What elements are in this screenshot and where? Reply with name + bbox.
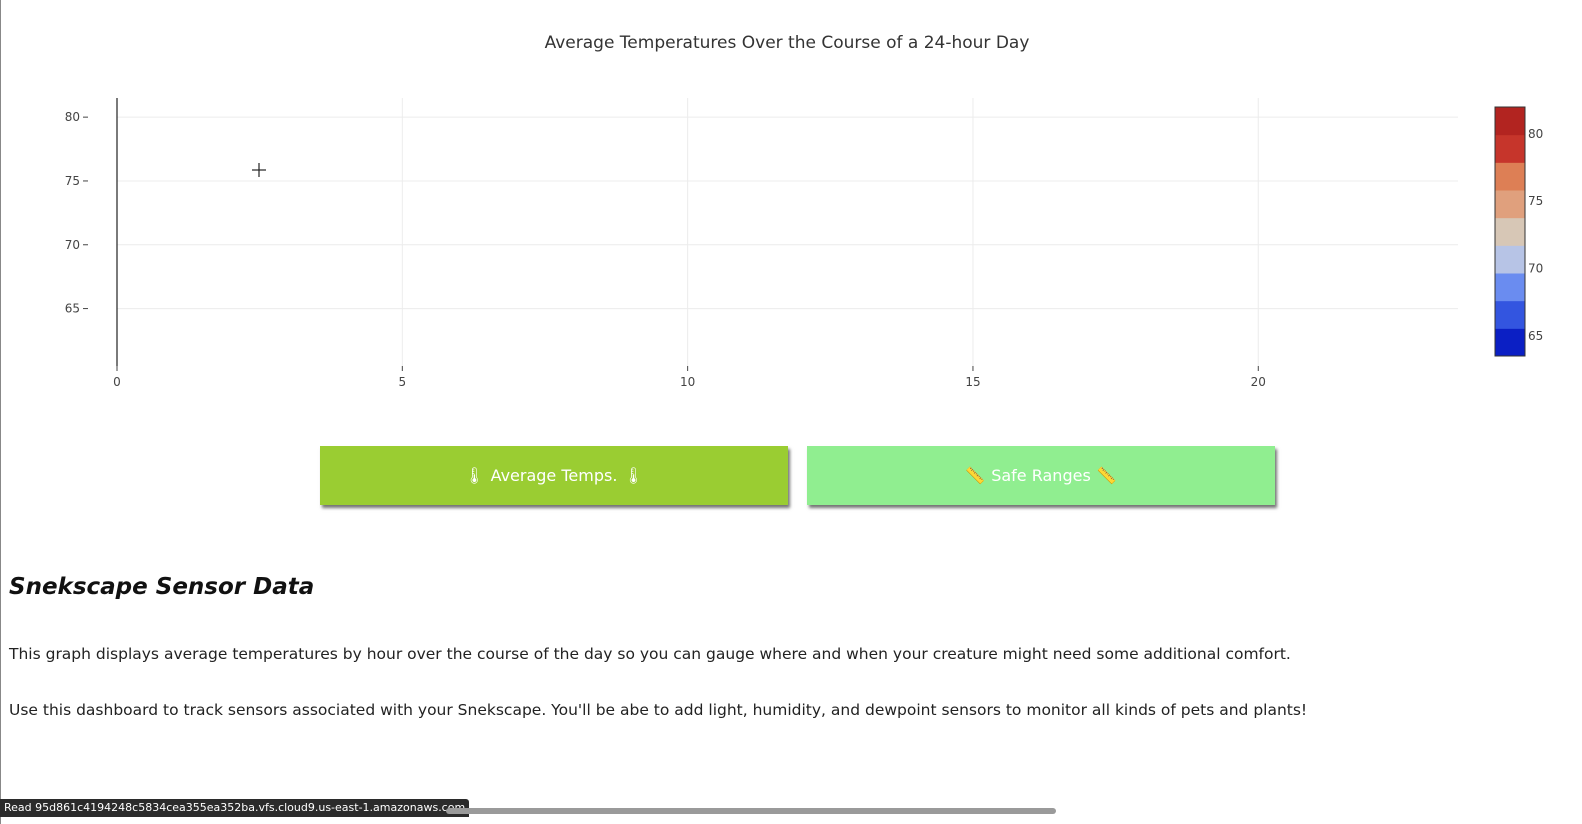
colorbar-segment (1495, 328, 1525, 357)
y-tick-label: 75 (65, 174, 80, 188)
y-tick-label: 70 (65, 238, 80, 252)
x-tick-label: 20 (1251, 375, 1266, 389)
colorbar-segment (1495, 217, 1525, 246)
average-temps-button[interactable]: 🌡 Average Temps. 🌡 (320, 446, 788, 505)
colorbar-tick-label: 65 (1528, 329, 1543, 343)
horizontal-scrollbar[interactable] (446, 808, 1056, 814)
temperature-chart[interactable]: Average Temperatures Over the Course of … (0, 0, 1582, 420)
colorbar-segment (1495, 190, 1525, 219)
safe-ranges-label: Safe Ranges (991, 466, 1091, 485)
colorbar-segment (1495, 107, 1525, 136)
ruler-icon: 📏 (1096, 466, 1117, 485)
chart-colorbar: 65 70 75 80 (1494, 106, 1543, 357)
colorbar-border (1494, 106, 1526, 357)
colorbar-tick-label: 80 (1528, 127, 1543, 141)
x-tick-label: 10 (680, 375, 695, 389)
colorbar-segment (1495, 162, 1525, 191)
colorbar-segment (1495, 245, 1525, 274)
thermometer-icon: 🌡 (623, 466, 644, 485)
colorbar-tick-label: 75 (1528, 194, 1543, 208)
y-tick-label: 65 (65, 302, 80, 316)
crosshair-cursor-icon (252, 163, 266, 177)
x-tick-label: 5 (398, 375, 406, 389)
ruler-icon: 📏 (965, 466, 986, 485)
thermometer-icon: 🌡 (464, 466, 485, 485)
status-bar: Read 95d861c4194248c5834cea355ea352ba.vf… (0, 799, 470, 817)
description-paragraph: This graph displays average temperatures… (9, 645, 1291, 663)
colorbar-segment (1495, 300, 1525, 329)
x-tick-label: 0 (113, 375, 121, 389)
page-left-border (0, 0, 1, 824)
colorbar-segment (1495, 273, 1525, 302)
chart-gridlines (117, 98, 1458, 366)
colorbar-segment (1495, 134, 1525, 163)
colorbar-tick-label: 70 (1528, 262, 1543, 276)
chart-title: Average Temperatures Over the Course of … (545, 33, 1030, 53)
safe-ranges-button[interactable]: 📏 Safe Ranges 📏 (807, 446, 1275, 505)
x-tick-label: 15 (965, 375, 980, 389)
average-temps-label: Average Temps. (490, 466, 618, 485)
chart-axes: 65 70 75 80 0 5 10 15 20 (65, 98, 1266, 389)
y-tick-label: 80 (65, 110, 80, 124)
description-paragraph: Use this dashboard to track sensors asso… (9, 701, 1308, 719)
section-heading: Snekscape Sensor Data (9, 574, 315, 600)
